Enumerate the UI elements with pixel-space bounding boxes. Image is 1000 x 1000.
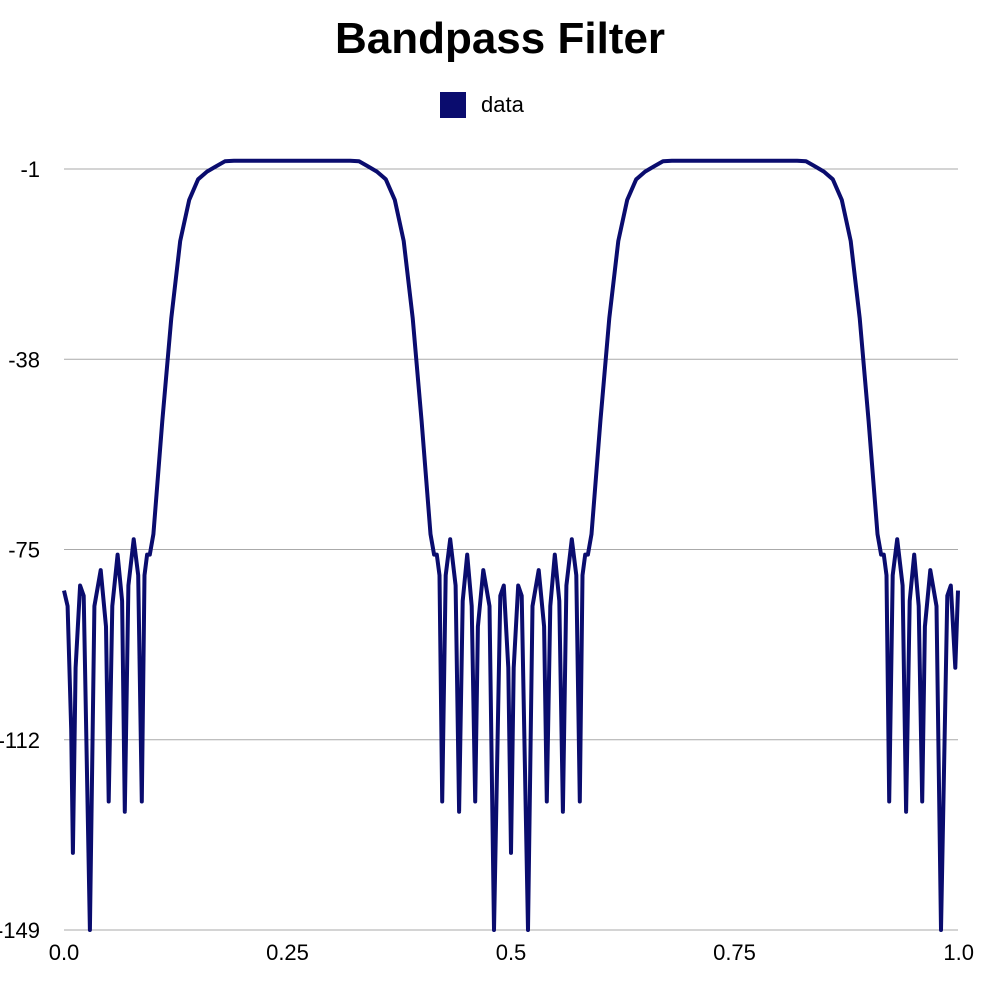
series-line-data	[62, 158, 960, 932]
x-tick-label: 0.5	[496, 940, 527, 965]
series-data	[62, 158, 960, 932]
y-tick-label: -38	[8, 347, 40, 372]
y-tick-label: -112	[0, 728, 40, 753]
y-tick-label: -149	[0, 918, 40, 943]
legend-label: data	[481, 92, 524, 117]
x-tick-label: 1.0	[943, 940, 974, 965]
y-tick-label: -75	[8, 538, 40, 563]
tick-labels: -1 -38 -75 -112 -149 0.0 0.25 0.5 0.75 1.0	[0, 157, 974, 965]
x-tick-label: 0.0	[49, 940, 80, 965]
legend-swatch	[440, 92, 466, 118]
chart-title: Bandpass Filter	[334, 14, 666, 63]
y-tick-label: -1	[20, 157, 40, 182]
legend: data	[440, 90, 524, 120]
x-tick-label: 0.25	[266, 940, 309, 965]
x-tick-label: 0.75	[713, 940, 756, 965]
